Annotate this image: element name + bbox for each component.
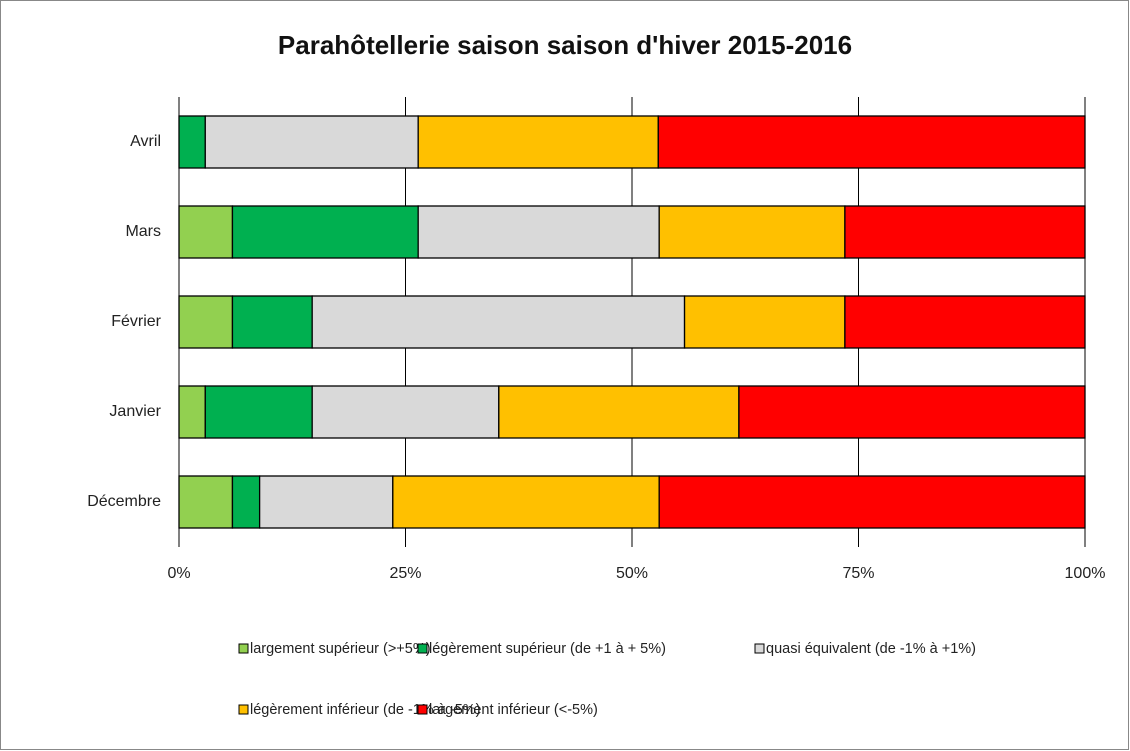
x-tick-label: 50% xyxy=(616,565,648,582)
bar-segment xyxy=(178,115,206,169)
legend-swatch xyxy=(238,643,249,654)
bar-segment xyxy=(231,295,313,349)
legend-label: quasi équivalent (de -1% à +1%) xyxy=(766,641,976,657)
bar-segment xyxy=(498,385,740,439)
y-tick-label: Janvier xyxy=(109,403,161,420)
legend-swatch xyxy=(238,704,249,715)
bar-segment xyxy=(231,205,419,259)
chart-title: Parahôtellerie saison saison d'hiver 201… xyxy=(278,30,852,60)
bar-segment xyxy=(844,205,1086,259)
bar-segment xyxy=(178,385,206,439)
legend-swatch xyxy=(417,643,428,654)
bar-segment xyxy=(738,385,1086,439)
bar-segment xyxy=(657,115,1086,169)
bar-segment xyxy=(417,205,660,259)
y-tick-label: Mars xyxy=(125,223,161,240)
bar-segment xyxy=(204,385,313,439)
bar-segment xyxy=(417,115,659,169)
x-tick-label: 100% xyxy=(1065,565,1106,582)
bar-segment xyxy=(658,205,846,259)
bar-segment xyxy=(178,205,234,259)
legend-label: largement inférieur (<-5%) xyxy=(429,702,598,718)
x-tick-label: 0% xyxy=(167,565,190,582)
legend-label: légèrement supérieur (de +1 à + 5%) xyxy=(429,641,666,657)
bar-segment xyxy=(658,475,1086,529)
bar-segment xyxy=(204,115,419,169)
x-tick-label: 25% xyxy=(389,565,421,582)
legend-swatch xyxy=(754,643,765,654)
y-tick-label: Février xyxy=(111,313,161,330)
bar-segment xyxy=(231,475,261,529)
bar-segment xyxy=(392,475,660,529)
bar-segment xyxy=(683,295,846,349)
y-tick-label: Avril xyxy=(130,133,161,150)
bar-segment xyxy=(311,385,500,439)
legend-label: largement supérieur (>+5%) xyxy=(250,641,431,657)
bar-segment xyxy=(258,475,394,529)
bar-segment xyxy=(178,295,234,349)
y-tick-label: Décembre xyxy=(87,493,161,510)
legend-swatch xyxy=(417,704,428,715)
bar-segment xyxy=(178,475,234,529)
bar-segment xyxy=(844,295,1086,349)
x-tick-label: 75% xyxy=(842,565,874,582)
bar-segment xyxy=(311,295,686,349)
